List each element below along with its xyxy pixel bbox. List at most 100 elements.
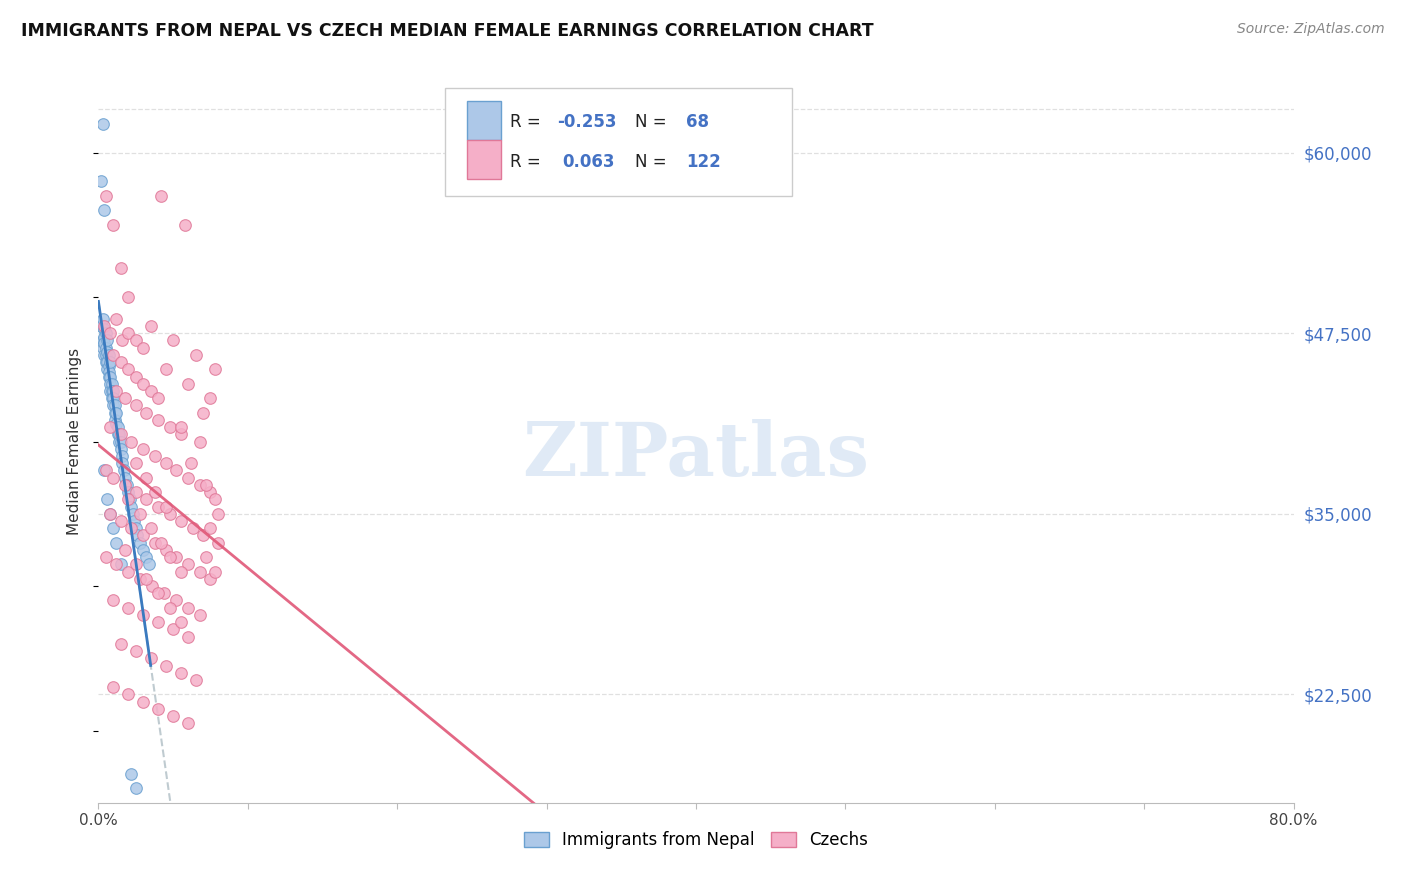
Point	[120, 521, 142, 535]
Text: 0.063: 0.063	[562, 153, 614, 170]
Point	[204, 492, 226, 507]
Point	[181, 521, 204, 535]
Point	[132, 376, 155, 391]
Text: R =: R =	[509, 112, 546, 131]
Point	[155, 500, 177, 514]
Point	[98, 507, 122, 521]
Point	[177, 471, 200, 485]
Point	[143, 535, 166, 549]
Point	[101, 384, 124, 398]
Point	[159, 420, 181, 434]
Point	[165, 463, 187, 477]
Point	[111, 456, 134, 470]
Point	[125, 398, 148, 412]
Point	[107, 420, 129, 434]
Point	[132, 695, 155, 709]
Point	[120, 434, 142, 449]
Point	[110, 637, 132, 651]
Point	[110, 442, 132, 456]
Point	[105, 311, 128, 326]
Text: Source: ZipAtlas.com: Source: ZipAtlas.com	[1237, 22, 1385, 37]
Point	[155, 542, 177, 557]
Point	[103, 471, 125, 485]
Point	[94, 355, 117, 369]
Point	[125, 456, 148, 470]
Point	[103, 521, 125, 535]
Point	[118, 492, 141, 507]
Point	[162, 623, 184, 637]
Point	[148, 391, 170, 405]
Point	[103, 348, 125, 362]
Point	[148, 586, 170, 600]
Point	[96, 334, 118, 348]
Point	[98, 384, 122, 398]
Point	[132, 528, 155, 542]
Text: IMMIGRANTS FROM NEPAL VS CZECH MEDIAN FEMALE EARNINGS CORRELATION CHART: IMMIGRANTS FROM NEPAL VS CZECH MEDIAN FE…	[21, 22, 873, 40]
Point	[103, 218, 125, 232]
Point	[125, 781, 148, 796]
Point	[165, 593, 187, 607]
Point	[90, 318, 112, 333]
Point	[93, 336, 115, 351]
Point	[204, 362, 226, 376]
Point	[121, 507, 143, 521]
Point	[207, 535, 229, 549]
Text: 68: 68	[686, 112, 710, 131]
Point	[104, 398, 127, 412]
Point	[135, 471, 157, 485]
Point	[105, 384, 128, 398]
Point	[110, 261, 132, 276]
Point	[98, 376, 122, 391]
Point	[105, 558, 128, 572]
Point	[117, 492, 139, 507]
Point	[188, 565, 211, 579]
Point	[169, 665, 191, 680]
Point	[177, 376, 200, 391]
Point	[93, 203, 115, 218]
Point	[103, 680, 125, 694]
Point	[125, 521, 148, 535]
Point	[94, 463, 117, 477]
Point	[104, 406, 127, 420]
Point	[155, 362, 177, 376]
Point	[117, 485, 139, 500]
Point	[135, 550, 157, 565]
Point	[114, 471, 136, 485]
Point	[103, 391, 125, 405]
Point	[120, 767, 142, 781]
Point	[91, 341, 114, 355]
Point	[98, 507, 122, 521]
Point	[188, 434, 211, 449]
Point	[117, 565, 139, 579]
Point	[177, 716, 200, 731]
Point	[117, 362, 139, 376]
Point	[114, 542, 136, 557]
Point	[124, 514, 146, 528]
Point	[98, 369, 122, 384]
Point	[117, 687, 139, 701]
Point	[93, 330, 115, 344]
Point	[177, 600, 200, 615]
Point	[94, 326, 117, 340]
Point	[169, 420, 191, 434]
Point	[93, 348, 115, 362]
Point	[132, 442, 155, 456]
Point	[105, 406, 128, 420]
Text: 122: 122	[686, 153, 721, 170]
Point	[188, 478, 211, 492]
Point	[117, 326, 139, 340]
Point	[96, 362, 118, 376]
Point	[110, 427, 132, 442]
Point	[96, 345, 118, 359]
FancyBboxPatch shape	[467, 101, 501, 139]
Point	[103, 384, 125, 398]
Point	[91, 117, 114, 131]
Point	[177, 558, 200, 572]
Point	[139, 521, 162, 535]
Point	[195, 478, 218, 492]
Point	[132, 607, 155, 622]
Point	[165, 550, 187, 565]
Point	[93, 463, 115, 477]
Point	[141, 579, 163, 593]
Point	[94, 189, 117, 203]
